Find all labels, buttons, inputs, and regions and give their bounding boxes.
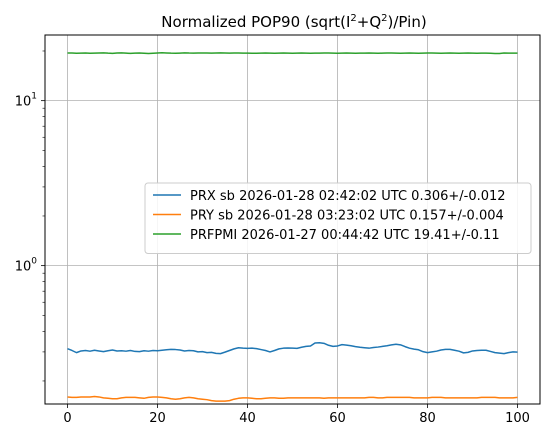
x-tick-label: 100 xyxy=(505,411,530,426)
x-tick-label: 0 xyxy=(63,411,71,426)
legend-label-1: PRY sb 2026-01-28 03:23:02 UTC 0.157+/-0… xyxy=(190,209,504,224)
x-tick-label: 60 xyxy=(329,411,346,426)
series-line-0 xyxy=(67,341,518,355)
chart-title-sup2: 2 xyxy=(381,13,387,24)
x-tick-label: 40 xyxy=(239,411,256,426)
chart-title: Normalized POP90 (sqrt(I2+Q2)/Pin) xyxy=(161,13,426,31)
y-tick-base: 10 xyxy=(15,260,32,275)
chart-title-mid: +Q xyxy=(357,13,381,31)
y-tick-label: 101 xyxy=(15,92,37,110)
y-tick-label: 100 xyxy=(15,257,38,275)
x-tick-label: 80 xyxy=(419,411,436,426)
legend-label-2: PRFPMI 2026-01-27 00:44:42 UTC 19.41+/-0… xyxy=(190,228,500,243)
legend: PRX sb 2026-01-28 02:42:02 UTC 0.306+/-0… xyxy=(144,182,532,254)
legend-label-0: PRX sb 2026-01-28 02:42:02 UTC 0.306+/-0… xyxy=(190,189,506,204)
series-layer xyxy=(67,52,518,402)
y-tick-exponent: 1 xyxy=(31,92,37,102)
chart-title-suffix: )/Pin) xyxy=(388,13,427,31)
plot-frame xyxy=(44,34,541,405)
series-line-2 xyxy=(67,52,518,55)
x-tick-label: 20 xyxy=(149,411,166,426)
legend-box xyxy=(144,182,532,254)
chart-title-sup1: 2 xyxy=(350,13,356,24)
y-tick-exponent: 0 xyxy=(31,257,37,267)
chart-title-prefix: Normalized POP90 (sqrt(I xyxy=(161,13,350,31)
series-line-1 xyxy=(67,395,518,402)
y-tick-base: 10 xyxy=(15,95,32,110)
